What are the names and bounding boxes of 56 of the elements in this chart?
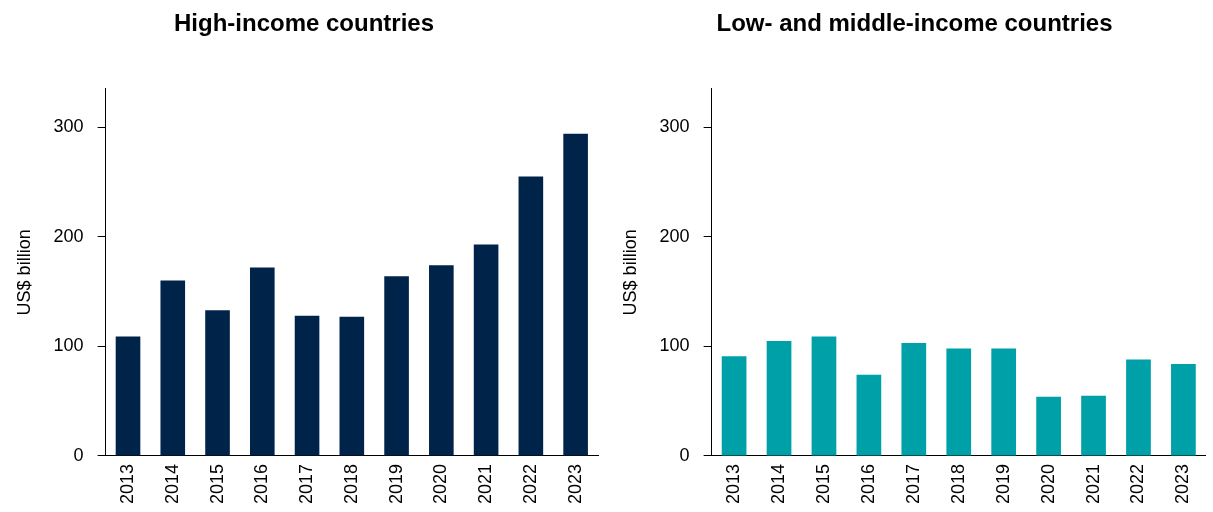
y-tick-label: 100 bbox=[659, 335, 690, 356]
x-tick-label: 2013 bbox=[723, 463, 744, 504]
bar bbox=[946, 348, 972, 456]
x-tick-label: 2013 bbox=[116, 463, 137, 504]
x-tick-label: 2015 bbox=[206, 463, 227, 504]
bar bbox=[115, 336, 141, 456]
bar bbox=[1126, 359, 1151, 456]
x-tick-label: 2022 bbox=[519, 463, 540, 504]
y-tick-label: 200 bbox=[53, 225, 84, 246]
x-tick-label: 2019 bbox=[992, 463, 1013, 504]
y-tick-label: 200 bbox=[659, 225, 690, 246]
y-axis-title: US$ billion bbox=[619, 229, 640, 316]
x-tick-label: 2020 bbox=[430, 463, 451, 504]
bar bbox=[205, 310, 230, 456]
bar bbox=[856, 374, 882, 456]
bar bbox=[811, 336, 837, 456]
bar bbox=[563, 133, 588, 456]
bar bbox=[160, 280, 186, 456]
x-tick-label: 2017 bbox=[902, 463, 923, 504]
bar bbox=[249, 267, 275, 456]
x-tick-label: 2018 bbox=[340, 463, 361, 504]
chart-title: High-income countries bbox=[173, 9, 435, 37]
bar bbox=[1171, 363, 1196, 456]
x-tick-label: 2015 bbox=[812, 463, 833, 504]
bar bbox=[1081, 395, 1106, 456]
x-tick-label: 2023 bbox=[564, 463, 585, 504]
y-axis-title: US$ billion bbox=[13, 229, 34, 316]
x-tick-label: 2016 bbox=[251, 463, 272, 504]
bar bbox=[1036, 396, 1061, 456]
bar bbox=[429, 265, 454, 456]
x-tick-label: 2022 bbox=[1127, 463, 1148, 504]
bar bbox=[339, 316, 365, 456]
y-tick-label: 0 bbox=[73, 444, 84, 465]
x-tick-label: 2021 bbox=[1082, 463, 1103, 504]
y-tick-label: 300 bbox=[659, 116, 690, 137]
x-tick-label: 2019 bbox=[385, 463, 406, 504]
bar bbox=[991, 348, 1017, 456]
x-tick-label: 2014 bbox=[161, 463, 182, 504]
y-tick-label: 100 bbox=[53, 335, 84, 356]
x-tick-label: 2018 bbox=[947, 463, 968, 504]
x-tick-label: 2020 bbox=[1037, 463, 1058, 504]
bar bbox=[384, 276, 409, 456]
bar bbox=[721, 356, 747, 456]
y-tick-label: 0 bbox=[679, 444, 690, 465]
bar bbox=[294, 315, 320, 456]
x-tick-label: 2017 bbox=[296, 463, 317, 504]
bar bbox=[901, 343, 927, 456]
x-tick-label: 2021 bbox=[475, 463, 496, 504]
x-tick-label: 2014 bbox=[768, 463, 788, 504]
x-tick-label: 2016 bbox=[857, 463, 878, 504]
chart-title: Low- and middle-income countries bbox=[716, 9, 1113, 37]
bar bbox=[473, 244, 499, 456]
y-tick-label: 300 bbox=[53, 116, 84, 137]
bar bbox=[518, 176, 544, 456]
bar bbox=[766, 340, 792, 456]
x-tick-label: 2023 bbox=[1172, 463, 1193, 504]
